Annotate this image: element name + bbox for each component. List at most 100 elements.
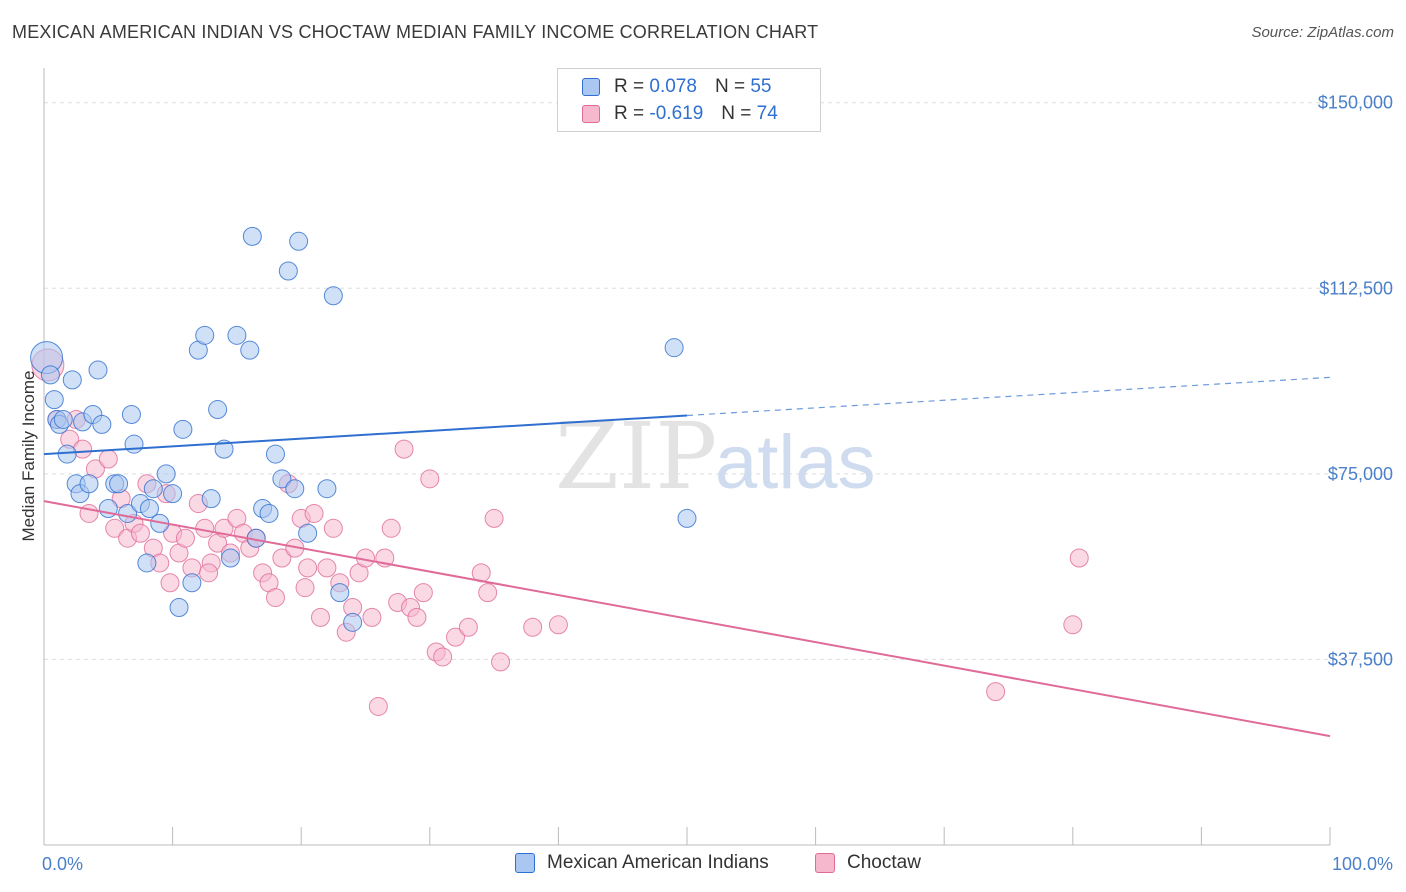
mexican-american-indians-point (57, 444, 77, 464)
mexican-american-indians-point (124, 434, 144, 454)
choctaw-point (130, 523, 150, 543)
choctaw-point (265, 588, 285, 608)
chart-title: MEXICAN AMERICAN INDIAN VS CHOCTAW MEDIA… (12, 22, 819, 42)
choctaw-point (199, 563, 219, 583)
mexican-american-indians-point (156, 464, 176, 484)
choctaw-point (433, 647, 453, 667)
mexican-american-indians-point (169, 597, 189, 617)
legend-r-label: R = (614, 103, 645, 124)
choctaw-point (323, 518, 343, 538)
mexican-american-indians-point (163, 484, 183, 504)
mexican-american-indians-points (30, 226, 697, 632)
mexican-american-indians-trend-extension (686, 376, 1331, 417)
bottom-legend-swatch-pink (815, 853, 835, 873)
choctaw-point (548, 615, 568, 635)
choctaw-point (98, 449, 118, 469)
mexican-american-indians-point (323, 286, 343, 306)
choctaw-point (160, 573, 180, 593)
grid-lines (44, 102, 1395, 660)
choctaw-point (1069, 548, 1089, 568)
choctaw-point (105, 518, 125, 538)
mexican-american-indians-point (109, 474, 129, 494)
choctaw-point (310, 607, 330, 627)
choctaw-point (413, 583, 433, 603)
watermark-atlas: atlas (715, 420, 876, 505)
x-tick-labels: 0.0% 100.0% (42, 854, 1393, 874)
axes (43, 68, 1331, 846)
y-tick-label: $37,500 (1328, 649, 1393, 669)
choctaw-point (986, 682, 1006, 702)
legend-r-value: 0.078 (649, 76, 697, 97)
choctaw-point (304, 503, 324, 523)
mexican-american-indians-point (227, 325, 247, 345)
choctaw-point (272, 548, 292, 568)
mexican-american-indians-point (143, 479, 163, 499)
x-tick-label: 100.0% (1332, 854, 1393, 874)
mexican-american-indians-point (214, 439, 234, 459)
legend-r-value: -0.619 (649, 103, 704, 124)
mexican-american-indians-point (298, 523, 318, 543)
legend-n-label: N = (721, 103, 752, 124)
y-axis-label: Median Family Income (19, 370, 38, 541)
choctaw-point (394, 439, 414, 459)
mexican-american-indians-point (208, 400, 228, 420)
mexican-american-indians-point (121, 404, 141, 424)
choctaw-point (420, 469, 440, 489)
choctaw-point (295, 578, 315, 598)
choctaw-point (478, 583, 498, 603)
legend-swatch-pink (582, 105, 600, 123)
mexican-american-indians-point (201, 489, 221, 509)
mexican-american-indians-point (53, 409, 73, 429)
bottom-legend-label-blue: Mexican American Indians (547, 852, 769, 873)
mexican-american-indians-point (195, 325, 215, 345)
mexican-american-indians-point (289, 231, 309, 251)
legend-swatch-blue (582, 78, 600, 96)
choctaw-point (458, 617, 478, 637)
mexican-american-indians-point (265, 444, 285, 464)
mexican-american-indians-point (343, 612, 363, 632)
legend-r-label: R = (614, 76, 645, 97)
mexican-american-indians-point (242, 226, 262, 246)
choctaw-point (523, 617, 543, 637)
choctaw-trend-line (43, 500, 1331, 738)
bottom-legend-series2: Choctaw (815, 852, 921, 874)
mexican-american-indians-point (317, 479, 337, 499)
mexican-american-indians-point (664, 338, 684, 358)
mexican-american-indians-point (139, 499, 159, 519)
mexican-american-indians-point (62, 370, 82, 390)
mexican-american-indians-point (278, 261, 298, 281)
choctaw-point (368, 696, 388, 716)
mexican-american-indians-point (259, 503, 279, 523)
choctaw-point (407, 607, 427, 627)
stats-legend: R = 0.078 N = 55 R = -0.619 N = 74 (557, 68, 821, 132)
chart-source: Source: ZipAtlas.com (1251, 24, 1394, 41)
y-tick-label: $112,500 (1319, 278, 1393, 298)
choctaw-point (317, 558, 337, 578)
legend-n-label: N = (714, 76, 746, 97)
choctaw-point (484, 508, 504, 528)
mexican-american-indians-point (677, 508, 697, 528)
mexican-american-indians-point (272, 469, 292, 489)
bottom-legend-label-pink: Choctaw (847, 852, 921, 873)
bottom-legend-series1: Mexican American Indians (515, 852, 769, 874)
legend-n-value: 74 (756, 103, 778, 124)
legend-row-blue: R = 0.078 N = 55 (582, 75, 771, 99)
choctaw-point (175, 528, 195, 548)
watermark: ZIP atlas (555, 403, 876, 510)
mexican-american-indians-trend-line (43, 414, 688, 456)
mexican-american-indians-point (79, 474, 99, 494)
choctaw-point (1063, 615, 1083, 635)
bottom-legend-swatch-blue (515, 853, 535, 873)
y-tick-label: $150,000 (1318, 93, 1393, 113)
legend-n-value: 55 (750, 76, 772, 97)
mexican-american-indians-point (330, 583, 350, 603)
mexican-american-indians-point (182, 573, 202, 593)
mexican-american-indians-point (173, 419, 193, 439)
choctaw-point (491, 652, 511, 672)
mexican-american-indians-point (220, 548, 240, 568)
mexican-american-indians-point (40, 365, 60, 385)
y-tick-labels: $37,500 $75,000 $112,500 $150,000 (1318, 93, 1393, 670)
legend-row-pink: R = -0.619 N = 74 (582, 102, 778, 126)
trend-lines (43, 376, 1331, 738)
